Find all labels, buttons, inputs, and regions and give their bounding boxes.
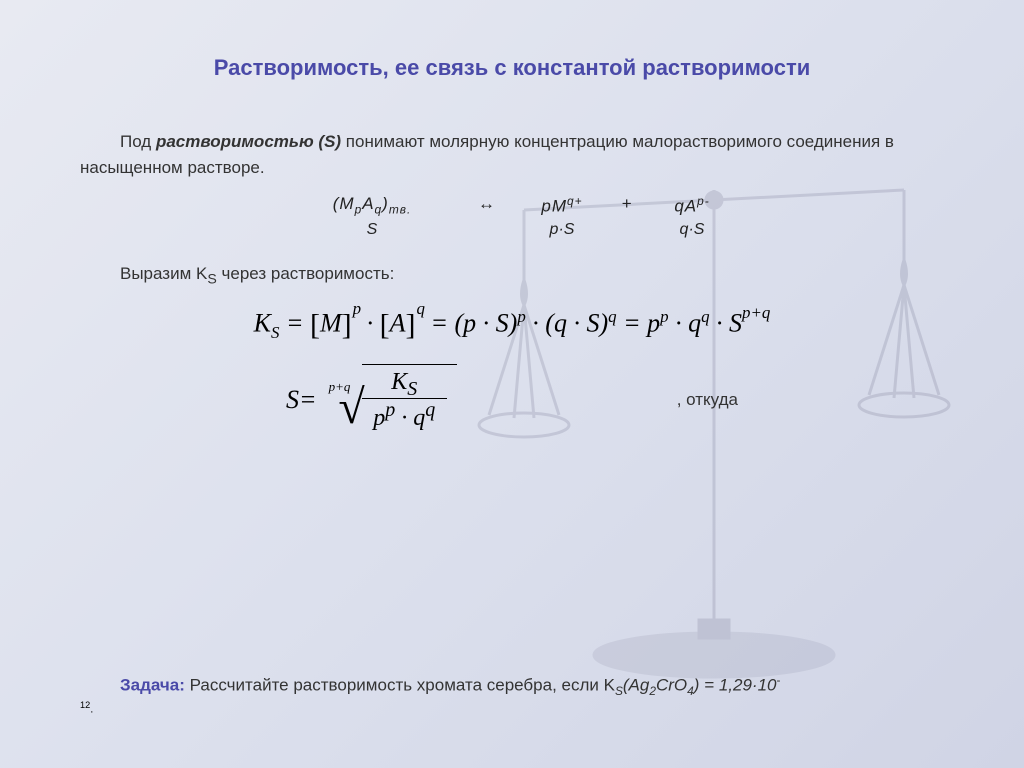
- intro-term: растворимостью (S): [156, 132, 341, 151]
- task-exponent-continuation: 12.: [80, 700, 93, 716]
- equilibrium-equation: (MpAq)тв. ↔ pMq+ + qAp-: [80, 190, 944, 217]
- intro-before: Под: [120, 132, 156, 151]
- solubility-formula: S = p+q √ KS pp · qq: [286, 368, 447, 432]
- task-paragraph: Задача: Рассчитайте растворимость хромат…: [80, 673, 944, 698]
- ks-formula: KS = [M]p · [A]q = (p · S)p · (q · S)q =…: [80, 307, 944, 343]
- equilibrium-concentrations: S p·S q·S: [80, 217, 944, 239]
- solubility-formula-row: S = p+q √ KS pp · qq , откуда: [80, 368, 944, 432]
- task-label: Задача:: [120, 676, 185, 695]
- whence-text: , откуда: [677, 390, 738, 410]
- slide-content: Растворимость, ее связь с константой рас…: [0, 0, 1024, 472]
- express-text: Выразим KS через растворимость:: [120, 264, 944, 287]
- intro-paragraph: Под растворимостью (S) понимают молярную…: [80, 129, 944, 180]
- slide-title: Растворимость, ее связь с константой рас…: [80, 55, 944, 81]
